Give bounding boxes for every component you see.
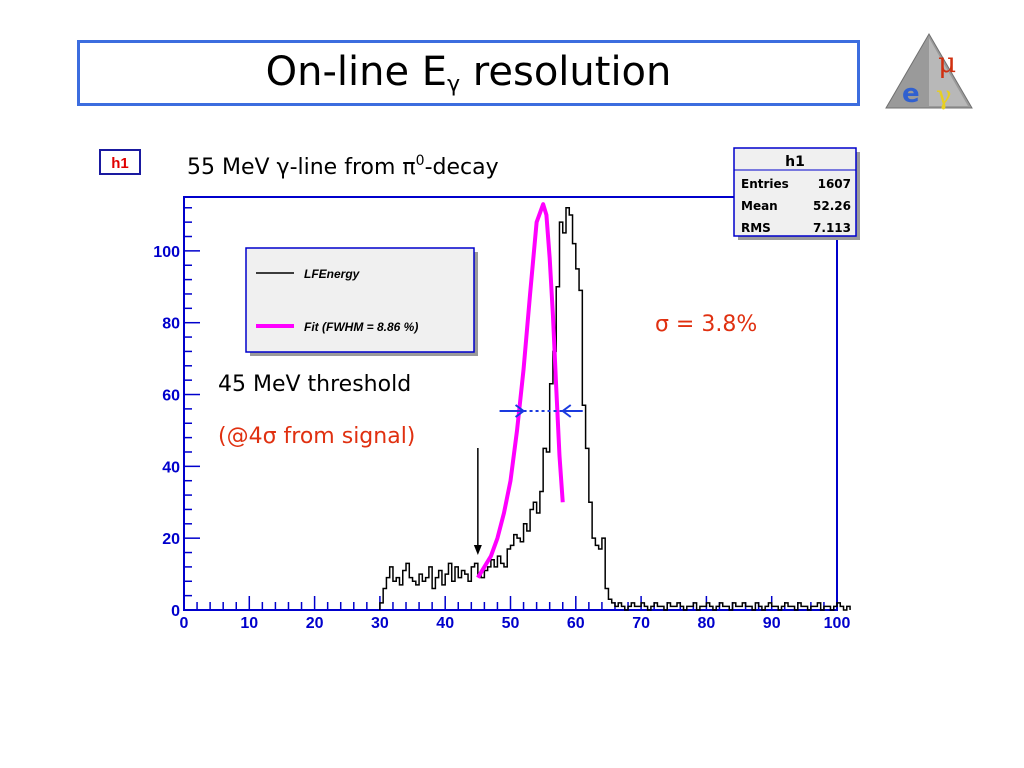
stats-value-mean: 52.26 — [813, 199, 851, 213]
subtitle-pi: π — [402, 155, 415, 180]
signal-annotation-open: (@4 — [218, 424, 263, 449]
x-tick-label: 100 — [824, 615, 851, 632]
slide-title: On-line Eγ resolution — [266, 49, 672, 97]
logo-mu: μ — [938, 46, 956, 79]
legend-box — [245, 247, 475, 353]
histogram-layer — [379, 207, 851, 611]
histogram-name: h1 — [111, 155, 129, 172]
histogram-series-lfenergy — [379, 207, 851, 611]
fwhm-right-arrow-head — [561, 404, 572, 418]
fwhm-left-arrow-head — [514, 404, 526, 418]
title-subscript: γ — [447, 72, 461, 97]
y-tick-label: 20 — [162, 531, 180, 548]
x-tick-label: 10 — [240, 615, 258, 632]
chart-legend: LFEnergy Fit (FWHM = 8.86 %) — [245, 247, 478, 356]
fit-curve — [476, 202, 565, 579]
y-tick-label: 0 — [171, 603, 180, 620]
logo-e: e — [902, 79, 920, 109]
y-tick-label: 80 — [162, 316, 180, 333]
signal-annotation-sigma: σ — [263, 424, 277, 449]
y-tick-label: 40 — [162, 459, 180, 476]
signal-annotation-close: from signal) — [277, 424, 416, 449]
histogram-name-box — [99, 149, 141, 175]
subtitle-sup: 0 — [416, 153, 425, 169]
title-rest-text: resolution — [460, 49, 672, 95]
chart-subtitle: 55 MeV γ-line from π0-decay — [187, 153, 499, 180]
axes-layer: 0 10 20 30 40 50 60 70 80 90 100 0 20 40 60 80 100 — [153, 207, 851, 632]
sigma-annotation: σ = 3.8% — [655, 312, 757, 337]
stats-value-rms: 7.113 — [813, 221, 851, 235]
fit-layer — [476, 202, 565, 579]
logo-gamma: γ — [936, 81, 952, 111]
x-tick-label: 40 — [436, 615, 454, 632]
slide-title-box: On-line Eγ resolution — [77, 40, 860, 106]
legend-label-fit: Fit (FWHM = 8.86 %) — [304, 320, 418, 334]
stats-box-title: h1 — [785, 154, 805, 170]
threshold-arrow-head — [473, 545, 482, 555]
x-tick-label: 60 — [567, 615, 585, 632]
subtitle-suffix: -decay — [425, 155, 499, 180]
stats-box: h1 Entries 1607 Mean 52.26 RMS 7.113 — [733, 147, 860, 240]
subtitle-gamma: γ — [277, 155, 290, 180]
x-tick-label: 50 — [502, 615, 520, 632]
x-tick-label: 80 — [698, 615, 716, 632]
mu-e-gamma-logo-icon: μ e γ — [885, 33, 973, 111]
x-tick-label: 0 — [180, 615, 189, 632]
y-tick-label: 60 — [162, 388, 180, 405]
signal-annotation: (@4σ from signal) — [218, 424, 415, 449]
title-main-text: On-line E — [265, 49, 448, 95]
y-tick-label: 100 — [153, 244, 180, 261]
stats-value-entries: 1607 — [818, 177, 851, 191]
marker-layer — [473, 404, 583, 555]
x-tick-label: 20 — [306, 615, 324, 632]
stats-box-frame — [733, 147, 857, 237]
subtitle-prefix: 55 MeV — [187, 155, 277, 180]
threshold-annotation: 45 MeV threshold — [218, 372, 411, 397]
stats-label-rms: RMS — [741, 221, 771, 235]
x-tick-label: 30 — [371, 615, 389, 632]
stats-label-mean: Mean — [741, 199, 778, 213]
x-tick-label: 70 — [632, 615, 650, 632]
subtitle-mid: -line from — [290, 155, 403, 180]
legend-label-lfenergy: LFEnergy — [304, 267, 361, 281]
stats-label-entries: Entries — [741, 177, 789, 191]
x-tick-label: 90 — [763, 615, 781, 632]
